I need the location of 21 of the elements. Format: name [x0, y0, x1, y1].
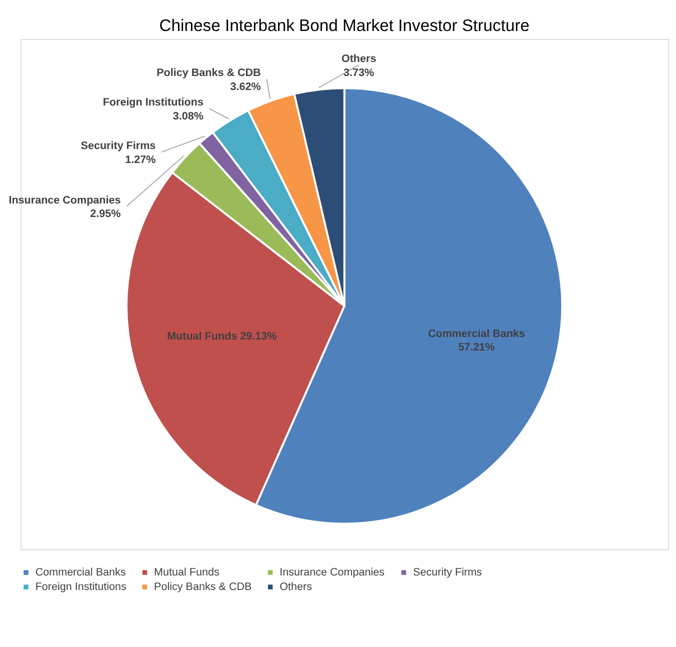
slice-label: Others	[341, 53, 376, 66]
data-label: 3.08%	[172, 110, 204, 122]
data-label: 57.21%	[458, 342, 496, 354]
legend-label: Foreign Institutions	[35, 580, 126, 593]
data-label: 3.62%	[230, 80, 262, 93]
slice-label: Commercial Banks	[428, 328, 526, 340]
legend-label: Mutual Funds	[154, 566, 220, 578]
slice-label: Security Firms	[80, 140, 156, 152]
category-label: Mutual Funds 29.13%	[167, 330, 277, 343]
legend-label: Security Firms	[413, 566, 482, 578]
data-label: 2.95%	[90, 208, 122, 220]
slice-label: Foreign Institutions	[102, 96, 204, 109]
legend-label: Insurance Companies	[280, 566, 385, 578]
chart-title: Chinese Interbank Bond Market Investor Structure	[159, 16, 530, 36]
slice-label: Policy Banks & CDB	[156, 67, 262, 80]
data-label: 3.73%	[344, 66, 375, 79]
legend-label: Others	[280, 580, 312, 593]
data-label: 1.27%	[125, 154, 156, 166]
slice-label: Insurance Companies	[8, 194, 121, 206]
legend-label: Policy Banks & CDB	[154, 580, 252, 593]
legend-label: Commercial Banks	[35, 566, 126, 578]
